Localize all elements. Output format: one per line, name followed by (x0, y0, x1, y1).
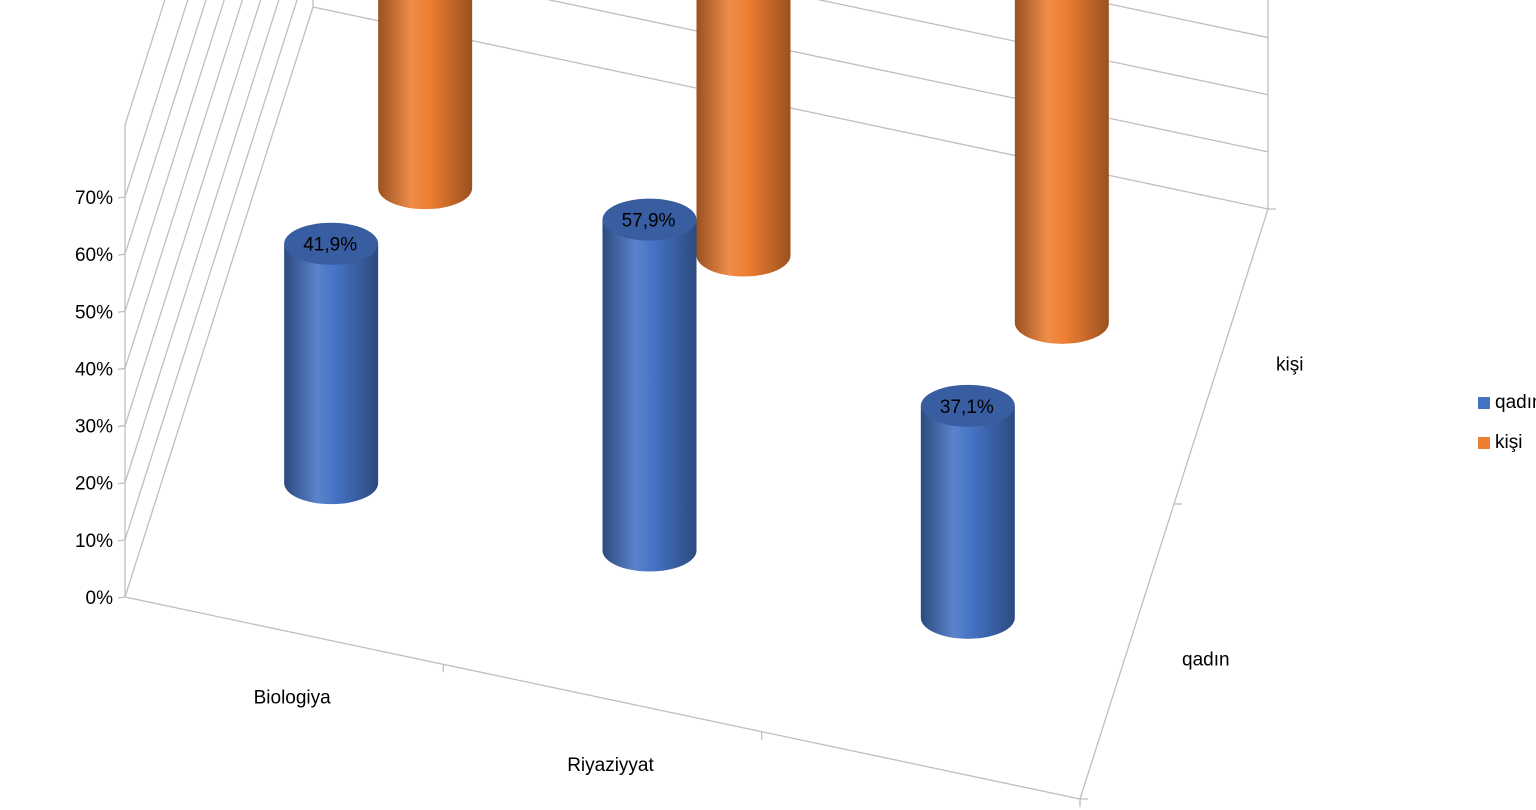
legend-swatch-kisi (1478, 437, 1490, 449)
y-tick-label: 30% (75, 417, 113, 438)
y-tick-label: 20% (75, 474, 113, 495)
y-tick-label: 70% (75, 188, 113, 209)
y-tick (117, 367, 126, 371)
depth-tick-label: kişi (1276, 355, 1303, 376)
gridline (124, 6, 1269, 598)
gridline (124, 0, 189, 198)
bar-qadin-1 (602, 198, 697, 572)
gridline (124, 0, 207, 255)
data-label: 41,9% (303, 235, 357, 256)
bar-kisi-2 (1014, 0, 1109, 344)
legend-item-kisi: kişi (1478, 423, 1536, 463)
gridline (124, 0, 1269, 426)
legend-label-qadin: qadın (1495, 392, 1536, 413)
bar-kisi-0 (378, 0, 473, 210)
y-tick (117, 253, 126, 256)
data-label: 57,9% (622, 211, 676, 232)
gridline (124, 0, 1269, 541)
x-tick-label: Riyaziyyat (567, 755, 654, 776)
y-tick (117, 539, 126, 542)
y-tick-label: 50% (75, 302, 113, 323)
depth-axis-tick-labels: qadın kişi (1182, 355, 1303, 671)
bar-qadin-2 (920, 384, 1015, 639)
bar-kisi-1 (696, 0, 791, 277)
y-tick (117, 310, 126, 313)
data-labels: 57,9%61,9%62,9%41,9%57,9%37,1% (303, 211, 994, 418)
y-tick-label: 10% (75, 531, 113, 552)
y-tick (117, 596, 126, 599)
y-tick (117, 196, 126, 199)
data-label: 37,1% (940, 397, 994, 418)
bar-qadin-0 (284, 222, 379, 505)
y-tick (117, 424, 126, 428)
y-tick-label: 60% (75, 245, 113, 266)
gridline (124, 0, 1269, 483)
axes (117, 196, 1276, 807)
chart-walls (124, 0, 1269, 597)
legend: qadın kişi (1478, 383, 1536, 463)
legend-label-kisi: kişi (1495, 432, 1523, 453)
y-tick (117, 482, 126, 485)
y-axis-tick-labels: 0% 10% 20% 30% 40% 50% 60% 70% (75, 188, 113, 609)
bars (284, 0, 1109, 639)
legend-item-qadin: qadın (1478, 383, 1536, 423)
y-tick-label: 0% (86, 588, 114, 609)
y-tick-label: 40% (75, 359, 113, 380)
gridline (124, 0, 225, 312)
legend-swatch-qadin (1478, 397, 1490, 409)
gridline (124, 0, 244, 369)
x-axis-tick-labels: BiologiyaRiyaziyyatRus dili (254, 688, 655, 776)
x-tick-label: Biologiya (254, 688, 332, 709)
gridlines (124, 0, 1269, 598)
depth-tick-label: qadın (1182, 650, 1230, 671)
